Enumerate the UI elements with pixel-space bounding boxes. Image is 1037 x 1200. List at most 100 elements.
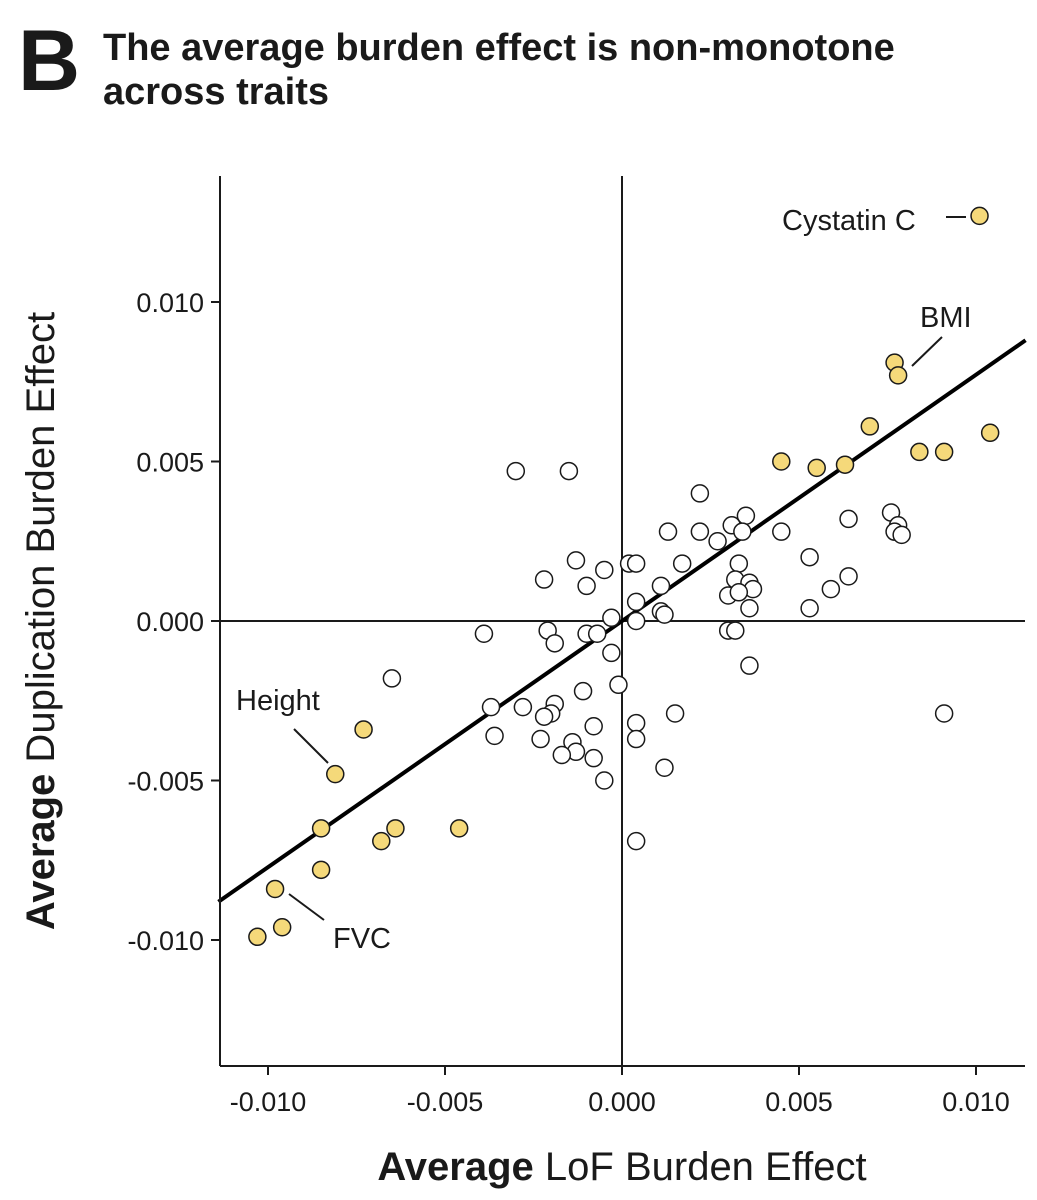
trait-point [552,745,572,765]
trait-point [729,554,749,573]
trait-point [474,624,494,644]
x-tick-label: -0.005 [407,1087,484,1117]
trait-point [584,717,603,736]
y-ticks: -0.010 -0.005 0.000 0.005 0.010 [127,288,220,956]
highlighted-point [372,831,391,851]
highlighted-point [265,879,285,899]
trait-point [506,461,526,481]
x-tick-label: 0.010 [942,1087,1010,1117]
data-points [248,206,1000,947]
trait-point [485,726,504,746]
trait-point [587,624,607,644]
trait-point [531,729,550,749]
x-axis-label-bold: Average [377,1145,533,1189]
highlighted-point [326,764,345,784]
trait-point [733,522,752,541]
trait-point [626,611,646,631]
trait-point [566,551,586,570]
trait-point [513,697,533,717]
y-tick-label: -0.005 [127,767,204,797]
y-axis-label-rest: Duplication Burden Effect [19,312,63,763]
trait-point [534,570,554,589]
trait-point [534,707,554,726]
x-ticks: -0.010 -0.005 0.000 0.005 0.010 [230,1066,1010,1117]
annotations: Cystatin C BMI Height FVC [236,205,972,955]
annotation-fvc: FVC [333,923,391,955]
trait-point [772,522,791,541]
chart-title: The average burden effect is non-monoton… [103,26,1023,114]
trait-point [602,608,621,628]
trait-point [626,554,646,573]
trait-point [626,713,646,733]
trait-point [609,675,628,695]
trait-point [595,771,614,790]
highlighted-point [272,917,292,937]
trait-point [665,704,685,723]
trait-point [651,576,671,596]
y-axis-label-bold: Average [19,774,63,930]
trait-point [839,567,858,586]
highlighted-point [980,423,1000,443]
trait-point [626,729,646,749]
highlighted-point [311,819,331,838]
trait-point [892,525,911,545]
x-tick-label: 0.005 [765,1087,833,1117]
annotation-leader-fvc [288,893,325,921]
trait-point [726,621,745,640]
trait-point [934,704,954,723]
trait-point [481,697,501,717]
trait-point [658,522,678,541]
trait-point [545,634,564,653]
trait-point [708,532,727,551]
trait-point [740,656,759,675]
x-axis-label-rest: LoF Burden Effect [545,1145,867,1189]
trait-point [626,592,646,612]
trait-point [584,748,603,768]
trait-point [577,576,596,596]
trait-point [655,605,674,624]
highlighted-point [934,442,954,462]
x-axis-label: Average LoF Burden Effect [377,1145,866,1189]
highlighted-point [888,366,908,385]
y-tick-label: 0.005 [136,448,204,478]
annotation-cystatin-c: Cystatin C [782,205,916,237]
annotation-height: Height [236,685,320,717]
highlighted-point [248,927,267,947]
fit-line [217,338,1027,904]
trait-point [559,461,579,481]
trait-point [573,681,593,701]
highlighted-point [970,206,989,226]
highlighted-point [386,819,405,838]
highlighted-point [910,442,929,462]
trait-point [672,554,692,573]
y-tick-label: 0.000 [136,607,204,637]
trait-point [690,484,710,503]
highlighted-point [772,452,791,471]
annotation-leader-height [293,728,329,764]
highlighted-point [311,860,331,880]
trait-point [655,758,674,777]
y-tick-label: 0.010 [136,288,204,318]
trait-point [602,643,621,663]
trait-point [821,579,841,599]
x-tick-label: 0.000 [588,1087,656,1117]
trait-point [626,831,646,851]
annotation-leader-bmi [911,336,943,367]
highlighted-point [449,819,469,838]
highlighted-point [807,458,826,478]
annotation-leaders [288,216,966,921]
highlighted-point [835,455,855,474]
panel-letter: B [18,13,81,109]
chart-title-line-1: The average burden effect is non-monoton… [103,27,895,69]
trait-point [839,509,858,529]
trait-point [800,598,819,618]
trait-point [729,583,749,602]
highlighted-point [354,720,373,739]
fit-line-group [217,338,1027,904]
highlighted-point [860,417,880,436]
annotation-bmi: BMI [920,302,972,334]
x-tick-label: -0.010 [230,1087,307,1117]
trait-point [740,598,759,618]
chart-title-line-2: across traits [103,71,330,113]
